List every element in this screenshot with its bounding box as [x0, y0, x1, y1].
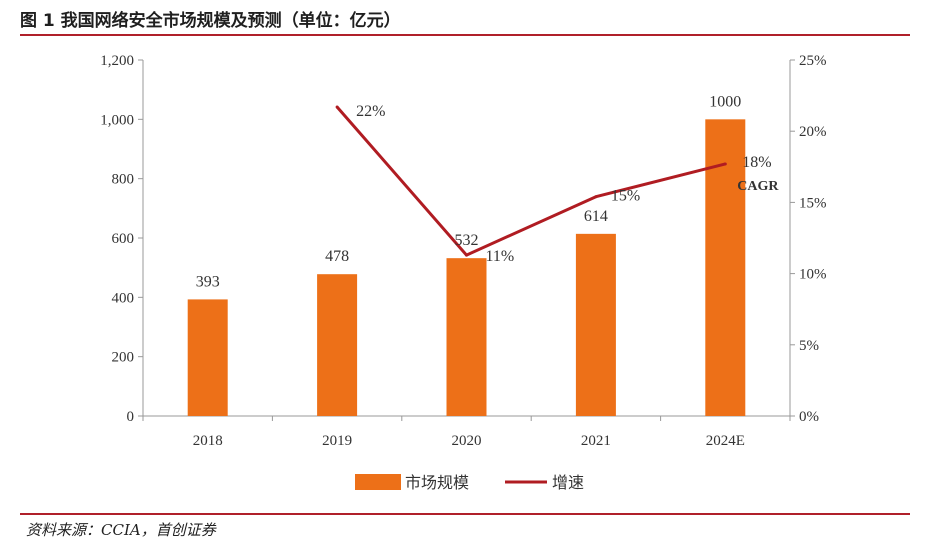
growth-label: 11% [486, 248, 515, 265]
axes-layer: 0 200 400 600 800 1,000 1,200 0% 5% 10% 15% 20% 25% 2… [100, 53, 826, 449]
growth-label: 15% [611, 188, 640, 205]
bar-2018 [187, 299, 228, 416]
y-right-tick-label: 15% [799, 195, 827, 211]
y-left-tick-label: 800 [112, 172, 135, 188]
growth-point [465, 253, 468, 257]
bar-value-label: 1000 [709, 93, 741, 110]
y-right-tick-label: 10% [799, 267, 827, 283]
legend-swatch-bar [355, 474, 401, 490]
bar-2019 [317, 274, 358, 416]
growth-point [594, 195, 598, 199]
x-tick-label: 2018 [193, 433, 223, 449]
x-tick-label: 2021 [581, 433, 611, 449]
bar-2021 [575, 233, 616, 416]
bar-value-label: 614 [584, 208, 608, 225]
x-tick-label: 2020 [452, 433, 482, 449]
labels-layer: 393 478 532 614 1000 22% 11% 15% 18% CAGR [196, 93, 780, 290]
line-layer [335, 105, 727, 257]
bar-value-label: 532 [455, 232, 479, 249]
y-left-tick-label: 600 [112, 231, 135, 247]
bars-layer [187, 119, 746, 416]
growth-label: 18% [742, 154, 771, 171]
bar-2020 [446, 258, 487, 416]
bar-value-label: 393 [196, 273, 220, 290]
y-left-tick-label: 1,000 [100, 112, 134, 128]
growth-label: 22% [356, 103, 385, 120]
legend-label-line: 增速 [552, 474, 584, 492]
growth-point [723, 162, 727, 166]
y-left-tick-label: 400 [112, 290, 135, 306]
legend: 市场规模 增速 [355, 474, 584, 492]
y-left-tick-label: 0 [127, 409, 135, 425]
footer-rule [20, 513, 910, 515]
x-tick-label: 2019 [322, 433, 352, 449]
y-right-tick-label: 20% [799, 124, 827, 140]
y-right-tick-label: 5% [799, 338, 819, 354]
x-tick-label: 2024E [706, 433, 745, 449]
y-right-tick-label: 25% [799, 53, 827, 69]
y-right-tick-label: 0% [799, 409, 819, 425]
y-left-tick-label: 1,200 [100, 53, 134, 69]
y-left-tick-label: 200 [112, 350, 135, 366]
title-rule [20, 34, 910, 36]
legend-label-bar: 市场规模 [405, 474, 469, 492]
growth-point [335, 105, 339, 109]
bar-value-label: 478 [325, 248, 349, 265]
figure-title: 图 1 我国网络安全市场规模及预测（单位：亿元） [20, 11, 401, 31]
cagr-annotation: CAGR [737, 179, 779, 194]
source-note: 资料来源：CCIA，首创证券 [26, 521, 216, 539]
growth-line [335, 106, 726, 257]
